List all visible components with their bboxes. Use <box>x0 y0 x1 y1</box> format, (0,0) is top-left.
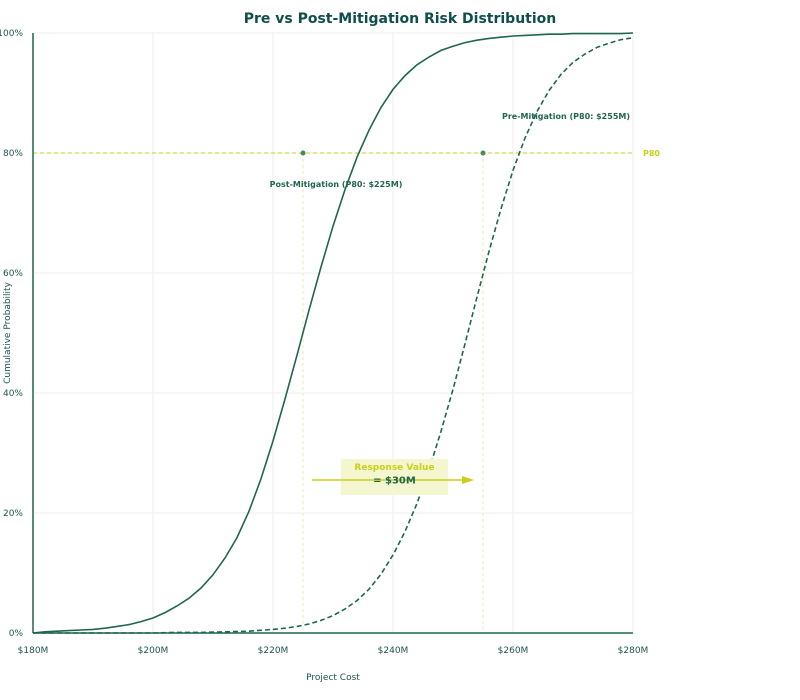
p80-label: P80 <box>643 149 660 158</box>
p80-marker <box>300 150 306 156</box>
x-tick-label: $220M <box>258 646 289 656</box>
reference-lines: P80 <box>33 149 660 633</box>
response-value-amount: = $30M <box>373 476 416 487</box>
pre-mitigation-label: Pre-Mitigation (P80: $255M) <box>502 112 630 121</box>
chart-title: Pre vs Post-Mitigation Risk Distribution <box>244 11 557 27</box>
response-value-box <box>340 459 449 495</box>
x-tick-label: $280M <box>618 646 649 656</box>
y-tick-label: 80% <box>3 149 23 159</box>
response-arrow-head <box>462 476 474 484</box>
response-value-title: Response Value <box>354 463 434 473</box>
grid-lines <box>33 32 634 633</box>
p80-marker <box>480 150 486 156</box>
y-tick-label: 40% <box>3 389 23 399</box>
x-tick-label: $180M <box>18 646 49 656</box>
x-axis-label: Project Cost <box>306 673 360 683</box>
x-tick-label: $200M <box>138 646 169 656</box>
y-tick-label: 20% <box>3 509 23 519</box>
x-tick-label: $240M <box>378 646 409 656</box>
tick-labels: $180M $200M $220M $240M $260M $280M 0% 20% 40% 60… <box>0 29 648 656</box>
axes <box>32 33 633 634</box>
y-tick-label: 60% <box>3 269 23 279</box>
y-tick-label: 0% <box>9 629 24 639</box>
pre-mitigation-curve <box>33 37 634 634</box>
post-mitigation-curve <box>32 32 634 634</box>
x-tick-label: $260M <box>498 646 529 656</box>
y-tick-label: 100% <box>0 29 23 39</box>
y-axis-label: Cumulative Probability <box>3 281 13 383</box>
series-lines <box>32 32 634 634</box>
post-mitigation-label: Post-Mitigation (P80: $225M) <box>270 180 403 189</box>
annotations: Post-Mitigation (P80: $225M) Pre-Mitigati… <box>270 112 630 495</box>
